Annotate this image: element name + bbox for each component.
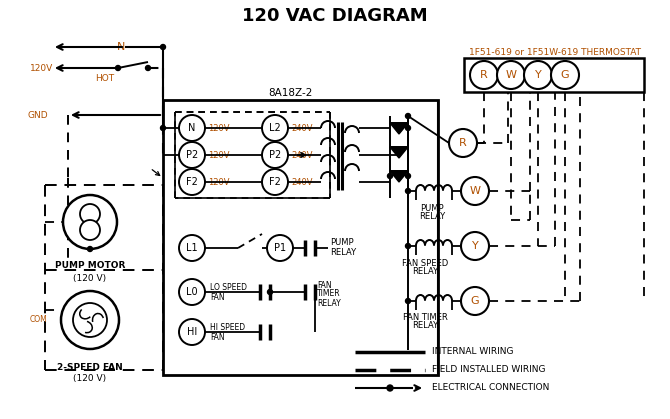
Text: 120V: 120V [30, 64, 53, 72]
Text: COM: COM [29, 316, 47, 324]
Circle shape [387, 173, 393, 178]
Text: GND: GND [28, 111, 49, 119]
Text: F2: F2 [186, 177, 198, 187]
Circle shape [267, 235, 293, 261]
Circle shape [63, 195, 117, 249]
Circle shape [88, 246, 92, 251]
Text: ELECTRICAL CONNECTION: ELECTRICAL CONNECTION [432, 383, 549, 393]
Circle shape [73, 303, 107, 337]
Text: L1: L1 [186, 243, 198, 253]
Text: 120V: 120V [208, 178, 230, 186]
Text: HOT: HOT [95, 73, 114, 83]
Circle shape [405, 173, 411, 178]
Text: W: W [505, 70, 517, 80]
Text: FAN SPEED: FAN SPEED [402, 259, 448, 267]
Circle shape [470, 61, 498, 89]
Circle shape [405, 298, 411, 303]
Circle shape [461, 177, 489, 205]
Circle shape [179, 319, 205, 345]
Circle shape [405, 243, 411, 248]
Text: FAN: FAN [317, 280, 332, 290]
Circle shape [179, 279, 205, 305]
Text: G: G [471, 296, 479, 306]
Text: RELAY: RELAY [317, 298, 341, 308]
Text: TIMER: TIMER [317, 290, 340, 298]
Text: P1: P1 [274, 243, 286, 253]
Circle shape [461, 232, 489, 260]
Text: 120V: 120V [208, 150, 230, 160]
Text: FAN: FAN [210, 334, 224, 342]
Text: F2: F2 [269, 177, 281, 187]
Text: L0: L0 [186, 287, 198, 297]
Bar [464, 58, 644, 92]
Text: R: R [459, 138, 467, 148]
Circle shape [267, 290, 273, 295]
Text: N: N [117, 42, 125, 52]
Circle shape [449, 129, 477, 157]
Text: P2: P2 [269, 150, 281, 160]
Circle shape [405, 114, 411, 119]
Circle shape [161, 126, 165, 130]
Circle shape [461, 287, 489, 315]
Polygon shape [390, 171, 408, 182]
Bar [163, 100, 438, 375]
Text: FAN: FAN [210, 293, 224, 303]
Text: HI: HI [187, 327, 197, 337]
Polygon shape [390, 147, 408, 158]
Text: LO SPEED: LO SPEED [210, 284, 247, 292]
Circle shape [80, 204, 100, 224]
Circle shape [524, 61, 552, 89]
Text: R: R [480, 70, 488, 80]
Text: 120 VAC DIAGRAM: 120 VAC DIAGRAM [242, 7, 428, 25]
Text: INTERNAL WIRING: INTERNAL WIRING [432, 347, 513, 357]
Text: 120V: 120V [208, 124, 230, 132]
Circle shape [179, 142, 205, 168]
Circle shape [179, 235, 205, 261]
Text: G: G [561, 70, 570, 80]
Circle shape [551, 61, 579, 89]
Circle shape [161, 44, 165, 49]
Circle shape [145, 65, 151, 70]
Text: PUMP: PUMP [420, 204, 444, 212]
Circle shape [262, 142, 288, 168]
Circle shape [61, 291, 119, 349]
Polygon shape [390, 123, 408, 134]
Text: L2: L2 [269, 123, 281, 133]
Circle shape [262, 115, 288, 141]
Circle shape [179, 169, 205, 195]
Circle shape [497, 61, 525, 89]
Text: HI SPEED: HI SPEED [210, 323, 245, 333]
Text: RELAY: RELAY [412, 321, 438, 331]
Text: Y: Y [535, 70, 541, 80]
Text: PUMP MOTOR: PUMP MOTOR [55, 261, 125, 271]
Text: (120 V): (120 V) [74, 375, 107, 383]
Text: 2-SPEED FAN: 2-SPEED FAN [57, 362, 123, 372]
Circle shape [387, 385, 393, 391]
Circle shape [405, 189, 411, 194]
Text: 240V: 240V [291, 124, 312, 132]
Text: PUMP: PUMP [330, 238, 354, 246]
Text: P2: P2 [186, 150, 198, 160]
Circle shape [80, 220, 100, 240]
Text: RELAY: RELAY [419, 212, 445, 220]
Text: (120 V): (120 V) [74, 274, 107, 282]
Text: Y: Y [472, 241, 478, 251]
Text: 240V: 240V [291, 150, 312, 160]
Circle shape [262, 169, 288, 195]
Text: LO: LO [77, 312, 87, 318]
Text: 8A18Z-2: 8A18Z-2 [268, 88, 312, 98]
Circle shape [115, 65, 121, 70]
Text: 1F51-619 or 1F51W-619 THERMOSTAT: 1F51-619 or 1F51W-619 THERMOSTAT [469, 47, 641, 57]
Text: RELAY: RELAY [330, 248, 356, 256]
Text: FIELD INSTALLED WIRING: FIELD INSTALLED WIRING [432, 365, 545, 375]
Text: FAN TIMER: FAN TIMER [403, 313, 448, 323]
Text: RELAY: RELAY [412, 266, 438, 276]
Text: 240V: 240V [291, 178, 312, 186]
Circle shape [405, 126, 411, 130]
Text: N: N [188, 123, 196, 133]
Text: W: W [470, 186, 480, 196]
Text: HI: HI [93, 323, 101, 329]
Circle shape [179, 115, 205, 141]
